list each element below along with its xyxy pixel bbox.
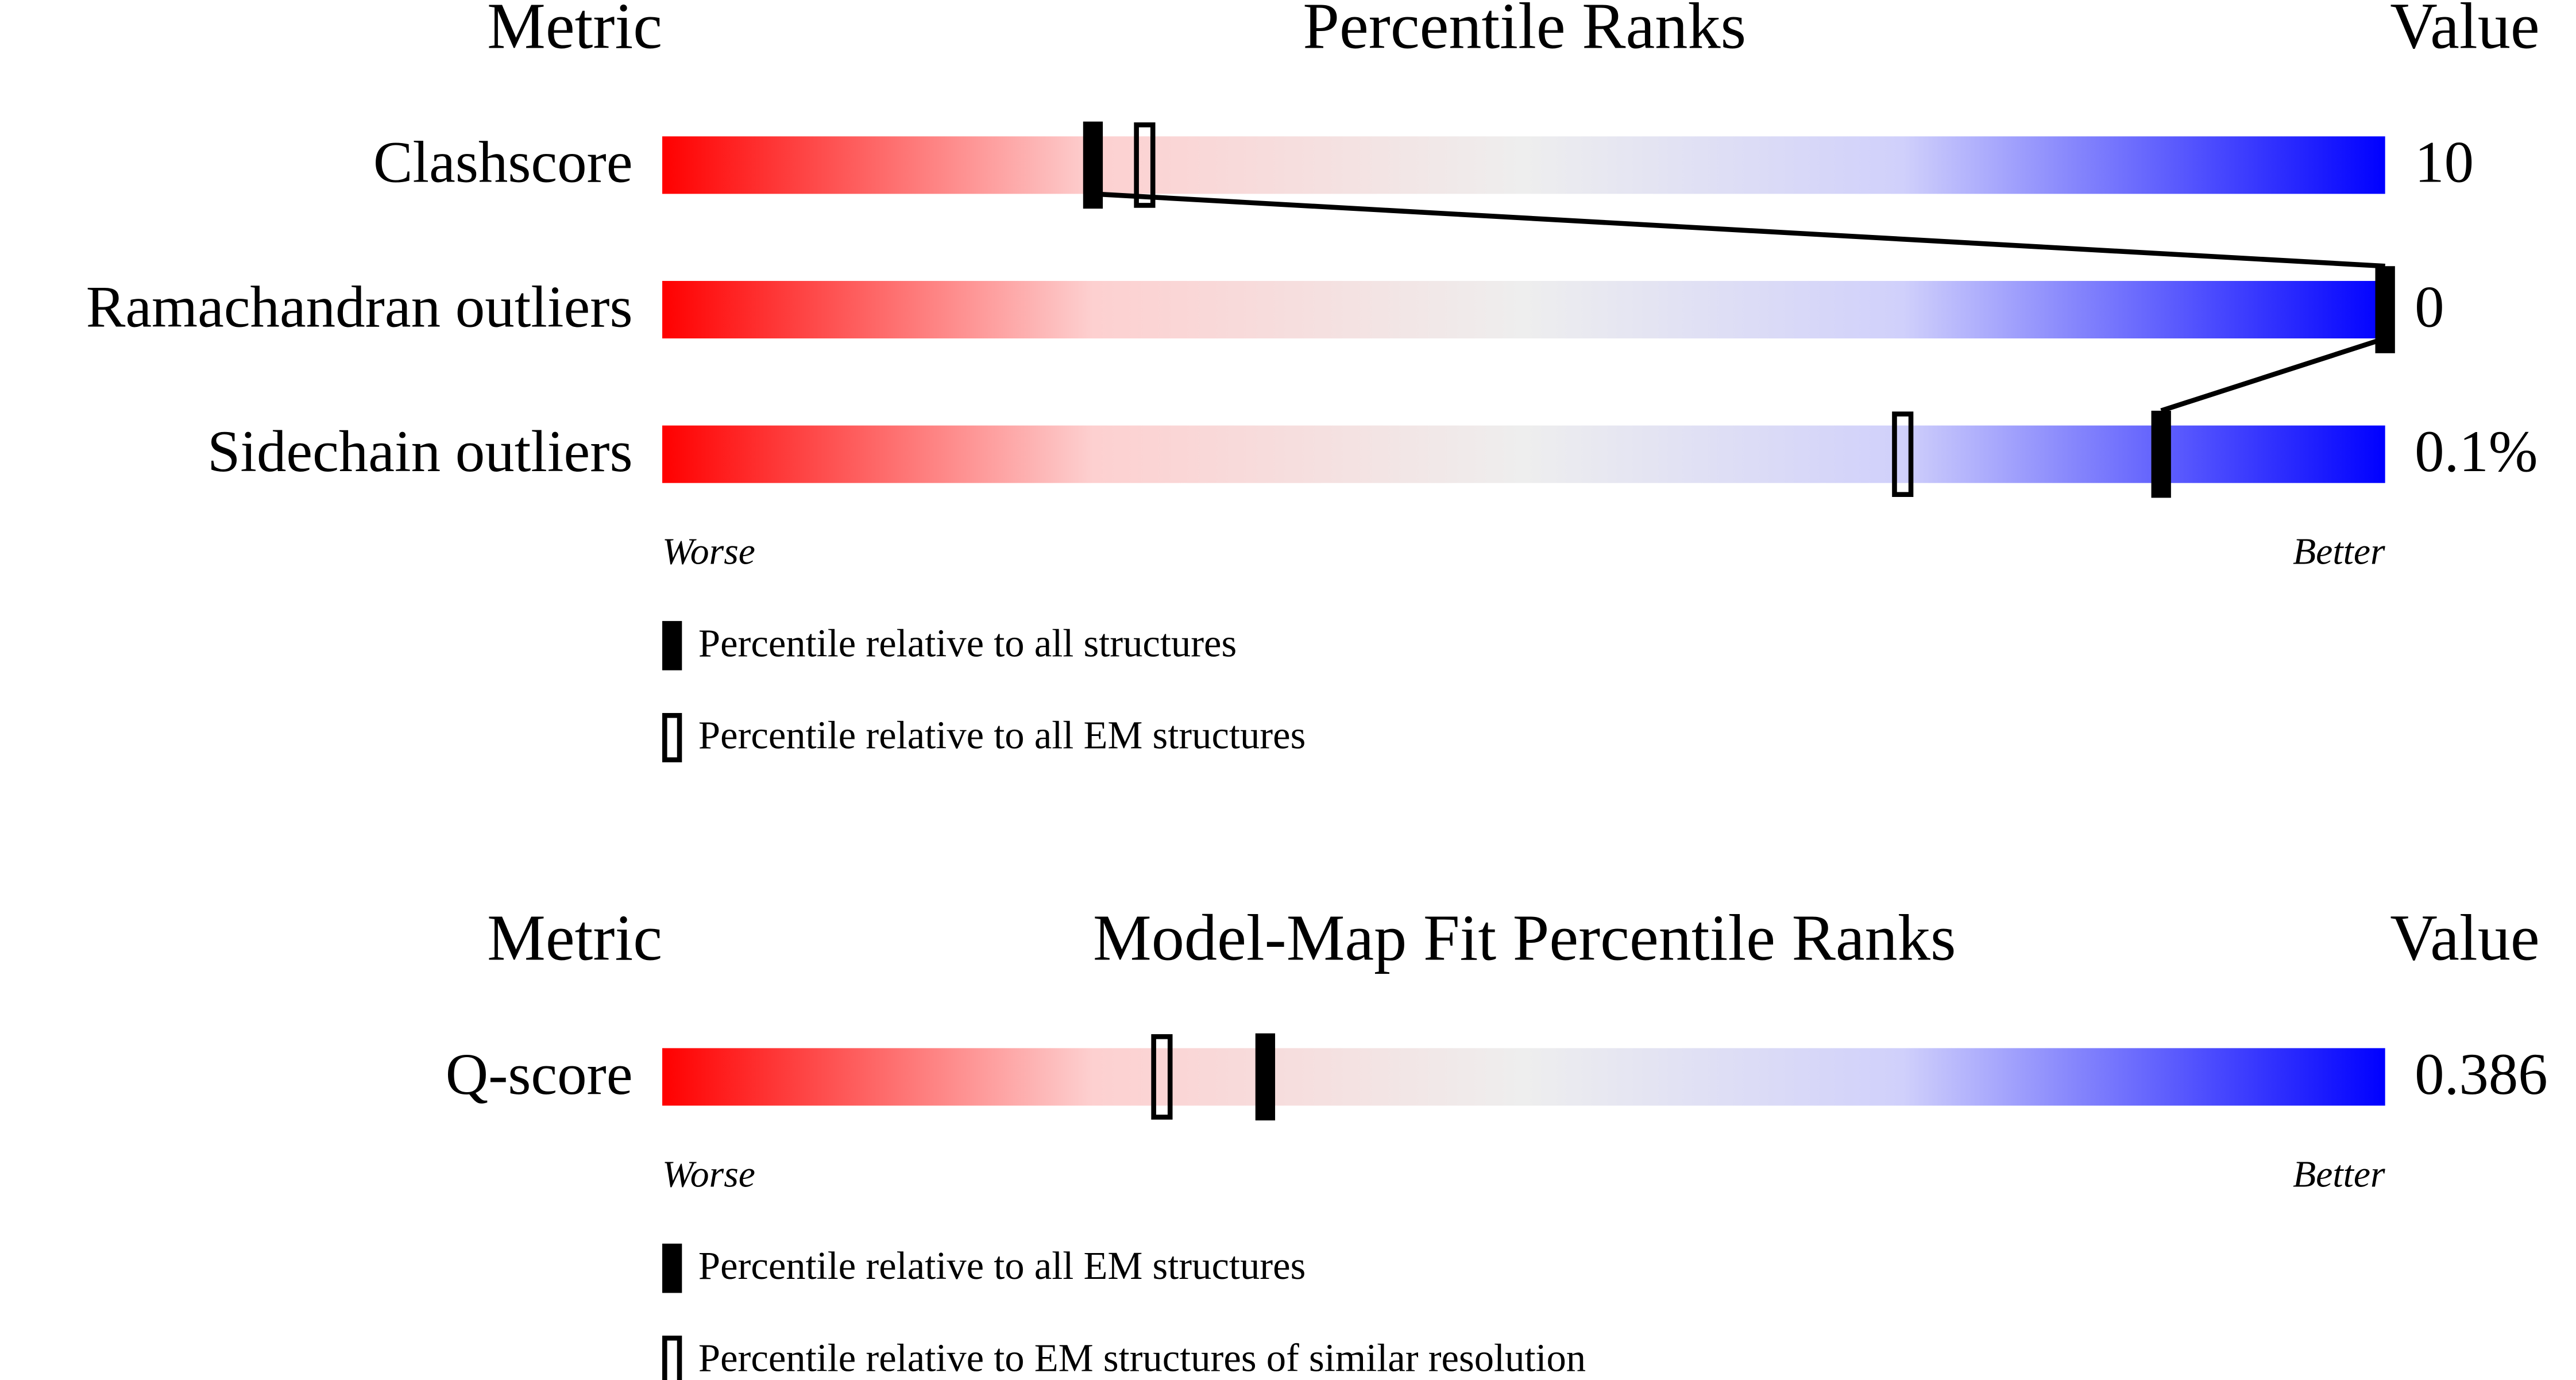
metric-value: 0 bbox=[2415, 274, 2444, 340]
metric-value: 10 bbox=[2415, 130, 2474, 195]
chart-title: Percentile Ranks bbox=[1303, 0, 1746, 62]
value-header: Value bbox=[2390, 0, 2539, 62]
metric-label: Clashscore bbox=[373, 130, 633, 195]
percentile-marker-filled bbox=[2151, 410, 2171, 498]
connector-line bbox=[2160, 336, 2386, 413]
legend-marker-filled bbox=[662, 1243, 682, 1293]
percentile-bar bbox=[662, 1048, 2385, 1106]
legend-marker-filled bbox=[662, 620, 682, 670]
percentile-marker-open bbox=[1134, 122, 1156, 208]
percentile-marker-filled bbox=[1255, 1033, 1276, 1121]
worse-label: Worse bbox=[662, 1153, 755, 1195]
better-label: Better bbox=[2293, 531, 2385, 573]
chart-title: Model-Map Fit Percentile Ranks bbox=[1093, 901, 1956, 974]
legend-label: Percentile relative to all structures bbox=[698, 621, 1237, 665]
legend-label: Percentile relative to EM structures of … bbox=[698, 1336, 1586, 1379]
percentile-bar bbox=[662, 425, 2385, 483]
metric-header: Metric bbox=[487, 901, 662, 974]
percentile-bar bbox=[662, 280, 2385, 339]
metric-label: Q-score bbox=[446, 1042, 633, 1107]
metric-header: Metric bbox=[487, 0, 662, 62]
metric-label: Ramachandran outliers bbox=[86, 274, 633, 340]
legend-label: Percentile relative to all EM structures bbox=[698, 714, 1306, 757]
worse-label: Worse bbox=[662, 531, 755, 573]
value-header: Value bbox=[2390, 901, 2539, 974]
legend-marker-open bbox=[662, 1335, 682, 1380]
legend-marker-open bbox=[662, 713, 682, 762]
metric-label: Sidechain outliers bbox=[207, 419, 632, 484]
percentile-marker-open bbox=[1892, 411, 1914, 498]
metric-value: 0.386 bbox=[2415, 1042, 2548, 1107]
legend-label: Percentile relative to all EM structures bbox=[698, 1244, 1306, 1288]
connector-line bbox=[1092, 191, 2385, 269]
better-label: Better bbox=[2293, 1153, 2385, 1195]
percentile-marker-open bbox=[1151, 1034, 1173, 1120]
percentile-bar bbox=[662, 136, 2385, 194]
metric-value: 0.1% bbox=[2415, 419, 2538, 484]
